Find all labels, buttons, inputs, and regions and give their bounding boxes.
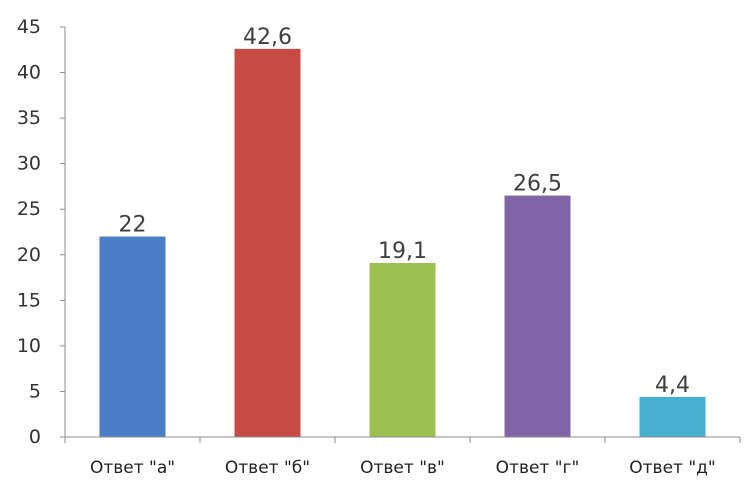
y-tick-label: 15 <box>17 289 41 311</box>
bar-1 <box>99 236 166 437</box>
y-tick-label: 0 <box>29 426 41 448</box>
y-tick-label: 40 <box>17 62 41 84</box>
x-axis: Ответ "а" Ответ "б" Ответ "в" Ответ "г" Отве… <box>64 436 741 478</box>
x-category-label: Ответ "б" <box>225 458 310 478</box>
y-tick-label: 10 <box>17 335 41 357</box>
y-tick-label: 20 <box>17 244 41 266</box>
data-label: 4,4 <box>655 373 690 398</box>
x-category-label: Ответ "г" <box>496 458 580 478</box>
y-tick-label: 30 <box>17 153 41 175</box>
data-label: 19,1 <box>378 239 427 264</box>
x-category-label: Ответ "а" <box>90 458 175 478</box>
data-label: 22 <box>119 213 147 238</box>
y-tick-label: 35 <box>17 107 41 129</box>
bar-4 <box>504 195 571 437</box>
bar-3 <box>369 262 436 437</box>
data-label: 42,6 <box>243 25 292 50</box>
bar-5 <box>639 396 706 437</box>
y-tick-label: 5 <box>29 380 41 402</box>
y-tick-label: 45 <box>17 16 41 38</box>
x-category-label: Ответ "д" <box>629 458 715 478</box>
data-label: 26,5 <box>513 172 562 197</box>
bar-2 <box>234 48 301 437</box>
y-axis: 0 5 10 15 20 25 30 35 40 45 <box>17 16 66 448</box>
y-tick-label: 25 <box>17 198 41 220</box>
bars-group: 22 42,6 19,1 26,5 4,4 <box>99 25 706 437</box>
x-category-label: Ответ "в" <box>360 458 445 478</box>
